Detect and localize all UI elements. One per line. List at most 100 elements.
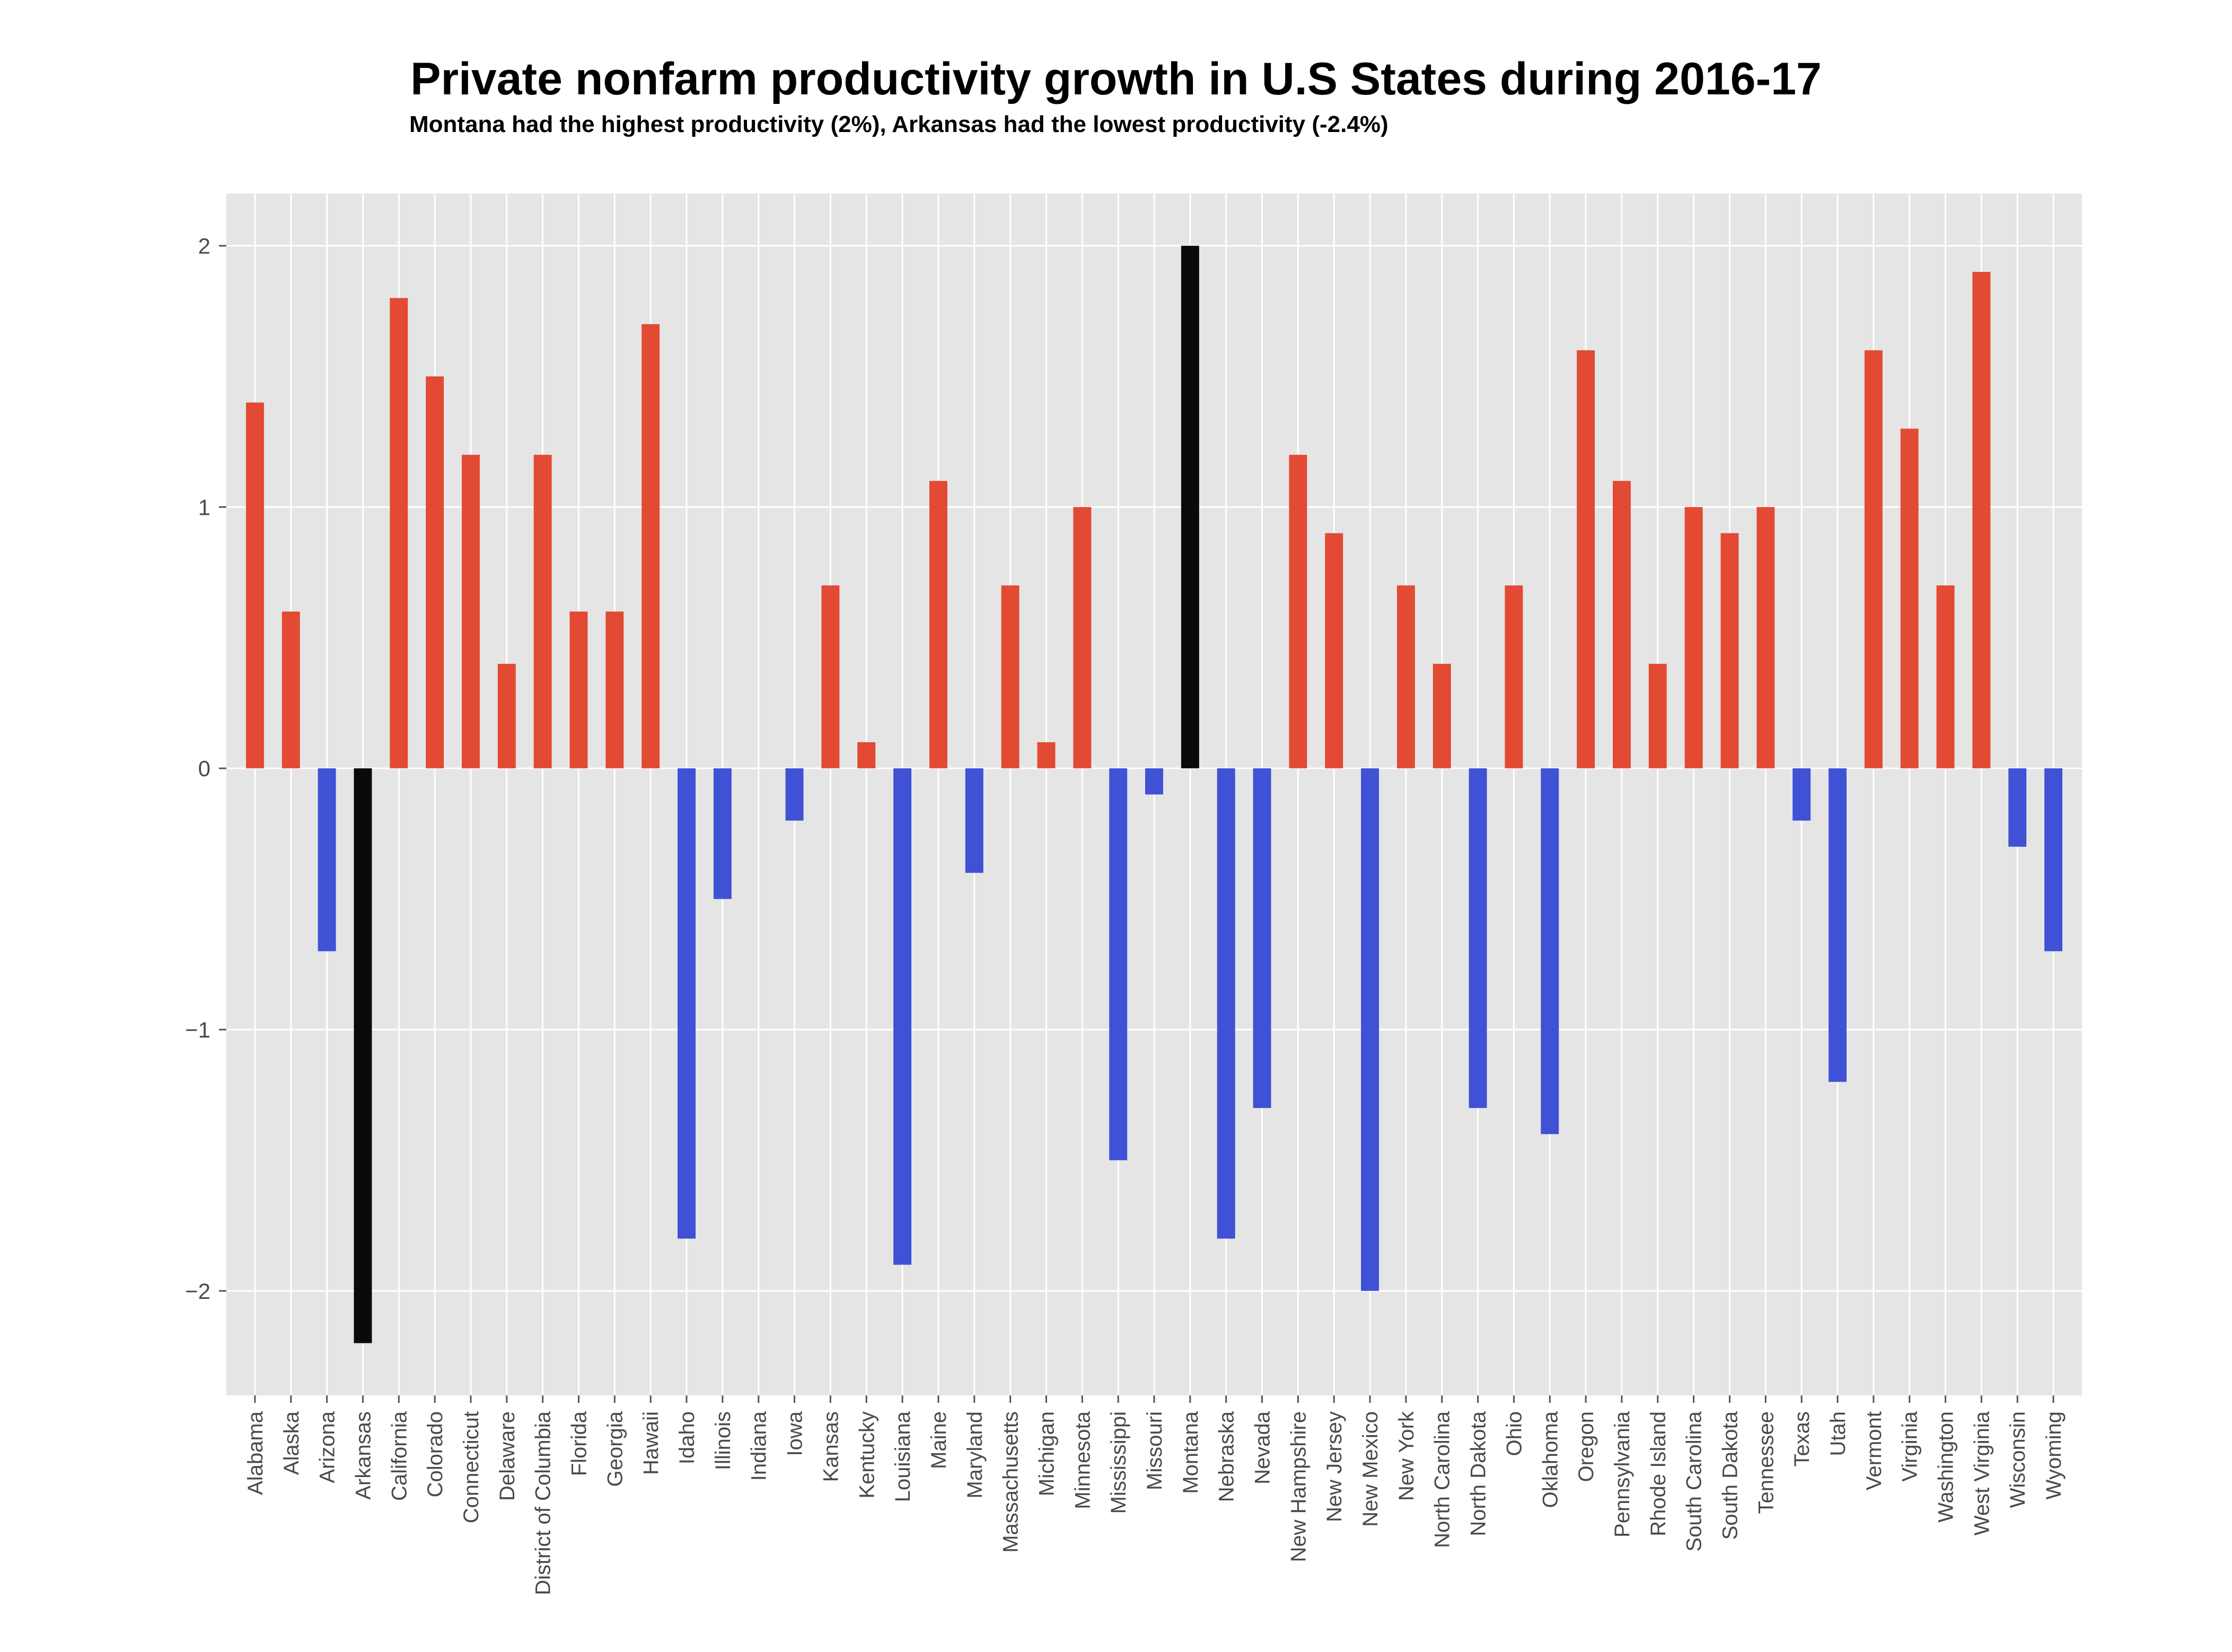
- y-tick-label: −1: [185, 1017, 210, 1042]
- bar-new-mexico: [1361, 768, 1379, 1291]
- x-tick-label: Wisconsin: [2006, 1411, 2029, 1508]
- x-tick-label: Wyoming: [2042, 1411, 2066, 1499]
- x-tick-label: Montana: [1179, 1411, 1202, 1493]
- y-tick-label: 2: [198, 234, 210, 259]
- bar-wisconsin: [2008, 768, 2027, 847]
- x-tick-label: California: [388, 1411, 411, 1501]
- x-tick-label: South Dakota: [1718, 1411, 1742, 1540]
- x-tick-label: Georgia: [603, 1411, 627, 1487]
- bar-south-dakota: [1720, 533, 1739, 769]
- bar-kentucky: [857, 742, 876, 769]
- bar-connecticut: [462, 454, 480, 769]
- x-tick-label: Minnesota: [1071, 1411, 1094, 1509]
- bar-alabama: [245, 402, 264, 769]
- x-tick-label: Nebraska: [1215, 1411, 1238, 1502]
- x-tick-label: Florida: [568, 1411, 591, 1476]
- x-tick-label: Hawaii: [639, 1411, 663, 1475]
- bar-north-dakota: [1469, 768, 1487, 1108]
- bars: [245, 245, 2063, 1343]
- x-tick-label: Indiana: [748, 1411, 771, 1481]
- bar-iowa: [785, 768, 804, 821]
- bar-massachusetts: [1001, 585, 1020, 769]
- bar-hawaii: [642, 324, 660, 769]
- x-tick-label: Kentucky: [855, 1411, 878, 1499]
- x-tick-label: Kansas: [819, 1411, 842, 1482]
- bar-washington: [1936, 585, 1955, 769]
- bar-missouri: [1145, 768, 1163, 795]
- bar-new-jersey: [1325, 533, 1343, 769]
- bar-california: [390, 298, 408, 769]
- bar-kansas: [821, 585, 840, 769]
- x-tick-label: Illinois: [711, 1411, 735, 1470]
- bar-wyoming: [2044, 768, 2063, 952]
- bar-vermont: [1864, 350, 1883, 769]
- x-tick-label: Massachusetts: [999, 1411, 1023, 1553]
- x-tick-label: North Dakota: [1467, 1411, 1490, 1536]
- x-tick-label: Arizona: [316, 1411, 339, 1483]
- x-tick-label: District of Columbia: [532, 1411, 555, 1595]
- bar-nevada: [1253, 768, 1271, 1108]
- bar-ohio: [1505, 585, 1523, 769]
- bar-colorado: [426, 376, 444, 769]
- chart-title: Private nonfarm productivity growth in U…: [410, 54, 1822, 104]
- bar-utah: [1829, 768, 1847, 1082]
- bar-pennsylvania: [1613, 481, 1631, 769]
- x-tick-label: Oklahoma: [1539, 1411, 1562, 1508]
- bar-delaware: [497, 664, 516, 769]
- bar-new-york: [1396, 585, 1415, 769]
- bar-georgia: [605, 611, 624, 769]
- bar-arizona: [318, 768, 336, 952]
- y-axis-ticks: −2 −1 0 1 2: [185, 234, 226, 1304]
- x-tick-label: Delaware: [496, 1411, 519, 1501]
- bar-minnesota: [1073, 507, 1092, 769]
- x-tick-label: Oregon: [1575, 1411, 1598, 1482]
- bar-rhode-island: [1648, 664, 1667, 769]
- x-tick-label: Mississippi: [1107, 1411, 1130, 1514]
- x-tick-label: Rhode Island: [1647, 1411, 1670, 1536]
- x-tick-label: Texas: [1790, 1411, 1814, 1467]
- bar-idaho: [678, 768, 696, 1239]
- x-tick-label: Ohio: [1502, 1411, 1526, 1456]
- bar-new-hampshire: [1289, 454, 1307, 769]
- x-tick-label: Virginia: [1899, 1411, 1922, 1481]
- x-tick-label: Alaska: [280, 1411, 303, 1475]
- bar-arkansas: [354, 768, 372, 1343]
- x-tick-label: Connecticut: [460, 1411, 483, 1523]
- x-tick-label: Tennessee: [1754, 1411, 1778, 1514]
- bar-oklahoma: [1541, 768, 1559, 1135]
- x-tick-label: Idaho: [675, 1411, 699, 1464]
- bar-north-carolina: [1433, 664, 1451, 769]
- x-tick-label: Colorado: [424, 1411, 447, 1497]
- bar-oregon: [1577, 350, 1595, 769]
- x-tick-label: Vermont: [1862, 1411, 1886, 1490]
- x-tick-label: New Mexico: [1359, 1411, 1382, 1527]
- bar-nebraska: [1217, 768, 1235, 1239]
- bar-alaska: [282, 611, 300, 769]
- y-tick-label: 0: [198, 756, 210, 781]
- x-tick-label: West Virginia: [1970, 1411, 1993, 1535]
- x-tick-label: Utah: [1826, 1411, 1850, 1456]
- x-tick-label: Arkansas: [352, 1411, 375, 1500]
- x-tick-label: Missouri: [1143, 1411, 1166, 1490]
- y-tick-label: 1: [198, 495, 210, 520]
- x-tick-label: South Carolina: [1683, 1411, 1706, 1551]
- x-tick-label: New Hampshire: [1287, 1411, 1310, 1562]
- bar-west-virginia: [1972, 271, 1991, 769]
- bar-south-carolina: [1684, 507, 1703, 769]
- x-tick-label: Michigan: [1035, 1411, 1058, 1496]
- x-tick-label: Iowa: [784, 1411, 807, 1456]
- x-tick-label: New York: [1395, 1411, 1418, 1501]
- bar-florida: [569, 611, 588, 769]
- x-tick-label: Washington: [1935, 1411, 1958, 1523]
- bar-tennessee: [1756, 507, 1775, 769]
- bar-district-of-columbia: [533, 454, 552, 769]
- y-tick-label: −2: [185, 1279, 210, 1304]
- x-tick-label: Pennsylvania: [1611, 1411, 1634, 1537]
- bar-louisiana: [893, 768, 912, 1265]
- bar-texas: [1792, 768, 1811, 821]
- bar-maryland: [965, 768, 983, 873]
- bar-montana: [1181, 245, 1199, 769]
- bar-mississippi: [1109, 768, 1128, 1161]
- bar-virginia: [1900, 428, 1919, 769]
